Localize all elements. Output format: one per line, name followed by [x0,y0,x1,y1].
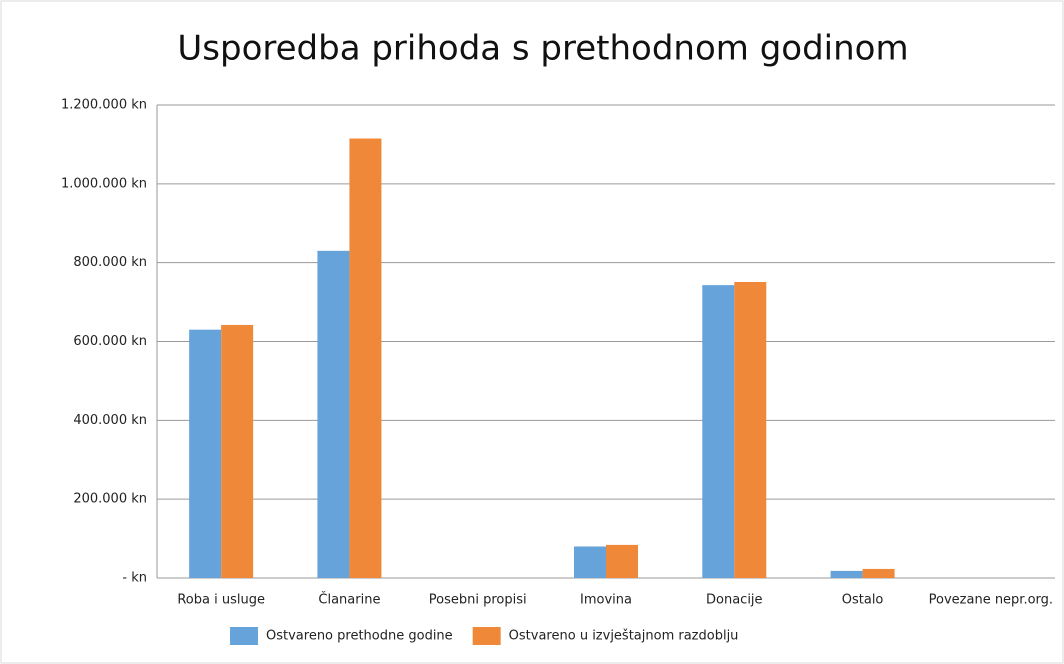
legend-swatch [472,627,501,645]
x-tick-label: Ostalo [842,593,884,608]
legend-label: Ostvareno prethodne godine [266,629,453,644]
bar [189,329,222,578]
legend-swatch [230,627,258,645]
y-tick-label: 400.000 kn [73,413,147,428]
y-tick-label: 1.000.000 kn [61,176,147,191]
bar [734,281,767,578]
bar [349,138,382,579]
x-tick-label: Donacije [706,593,763,608]
x-tick-label: Roba i usluge [177,593,265,608]
bar [702,285,735,578]
bar [574,546,606,578]
bar [862,568,895,578]
y-tick-label: 1.200.000 kn [61,98,147,113]
legend-label: Ostvareno u izvještajnom razdoblju [509,629,739,644]
x-tick-label: Povezane nepr.org. [929,593,1053,608]
bar [317,250,350,578]
bar [606,544,638,578]
y-tick-label: 600.000 kn [73,334,147,349]
bar [221,324,254,578]
x-tick-label: Posebni propisi [429,593,527,608]
bar [830,570,863,578]
y-tick-label: 200.000 kn [73,492,147,507]
x-tick-label: Imovina [580,593,632,608]
chart-title: Usporedba prihoda s prethodnom godinom [177,29,908,69]
y-tick-label: - kn [122,571,147,586]
x-tick-label: Članarine [318,592,380,608]
y-tick-label: 800.000 kn [73,255,147,270]
